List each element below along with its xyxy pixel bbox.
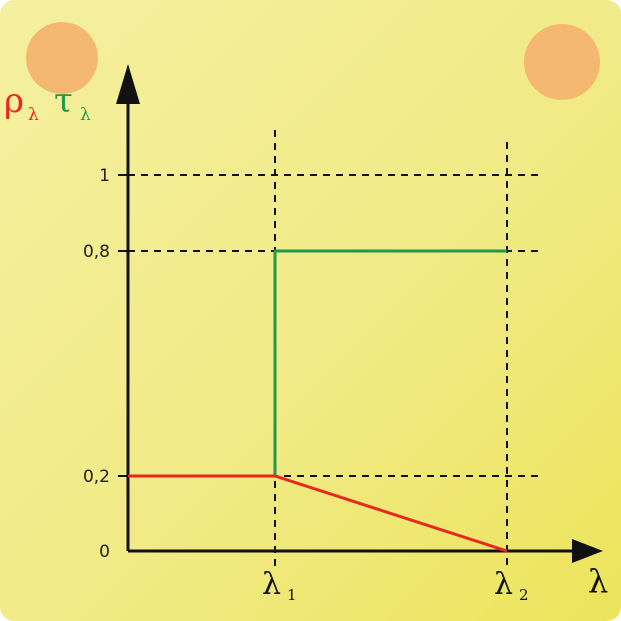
x-tick-label-lambda2: λ [494,567,513,602]
y-tick-label-0: 0 [99,542,110,562]
x-axis-label: λ [588,562,608,600]
grid-lines [128,130,540,568]
y-axis-label-rho: ρ [4,81,24,121]
x-tick-sub-lambda2: 2 [519,586,529,604]
corner-dot-right [524,24,600,100]
rho-curve [128,474,508,553]
y-axis-label-tau-sub: λ [80,105,91,125]
y-tick-marks [118,174,128,477]
y-axis-label-tau: τ [54,81,73,121]
corner-dot-left [26,22,98,94]
tau-curve [273,249,507,476]
axes [126,92,578,553]
x-tick-label-lambda1: λ [262,567,281,602]
y-tick-label-0-8: 0,8 [83,242,110,262]
x-tick-sub-lambda1: 1 [287,586,297,604]
y-axis-label-rho-sub: λ [28,105,39,125]
y-tick-label-1: 1 [99,166,110,186]
x-axis-arrow-icon [572,539,603,563]
y-tick-label-0-2: 0,2 [83,467,110,487]
y-axis-arrow-icon [116,64,140,104]
